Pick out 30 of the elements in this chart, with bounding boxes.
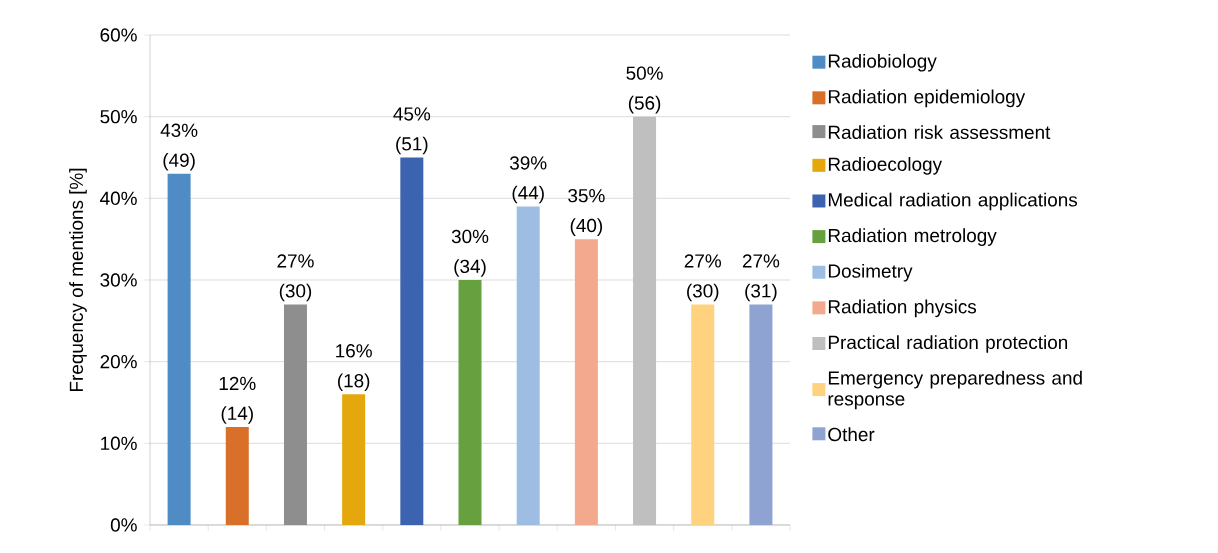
- legend-label: Radiation risk assessment: [828, 125, 1051, 140]
- data-label: 43% (49): [160, 123, 198, 171]
- data-label: 39% (44): [509, 156, 547, 204]
- data-label: 27% (30): [684, 254, 721, 302]
- y-tick-label: 40%: [100, 191, 137, 206]
- legend-label: Radiobiology: [828, 53, 937, 72]
- data-label: 45% (51): [393, 107, 431, 155]
- legend-label: Radiation physics: [828, 299, 977, 318]
- y-axis-title: Frequency of mentions [%]: [69, 168, 87, 392]
- data-label: 16% (18): [336, 344, 372, 392]
- legend-label: Radiation epidemiology: [828, 89, 1026, 108]
- legend-label: Radiation metrology: [828, 228, 997, 246]
- legend-label: Emergency preparedness and response: [828, 370, 1082, 410]
- y-tick-label: 10%: [101, 436, 137, 451]
- y-tick-label: 50%: [100, 109, 137, 124]
- legend-label: Radioecology: [828, 157, 943, 175]
- y-tick-label: 60%: [100, 28, 137, 42]
- data-label: 30% (34): [451, 229, 489, 277]
- legend-label: Other: [828, 427, 875, 442]
- data-label: 27% (30): [277, 254, 314, 302]
- data-label: 35% (40): [568, 188, 605, 236]
- legend-label: Medical radiation applications: [828, 192, 1078, 211]
- legend-label: Practical radiation protection: [828, 335, 1068, 353]
- y-tick-label: 20%: [100, 354, 137, 369]
- legend-label: Dosimetry: [828, 263, 913, 282]
- data-label: 12% (14): [219, 376, 256, 424]
- y-tick-label: 0%: [110, 518, 137, 532]
- data-label: 50% (56): [626, 66, 663, 114]
- data-label: 27% (31): [742, 254, 780, 302]
- y-tick-label: 30%: [100, 273, 137, 287]
